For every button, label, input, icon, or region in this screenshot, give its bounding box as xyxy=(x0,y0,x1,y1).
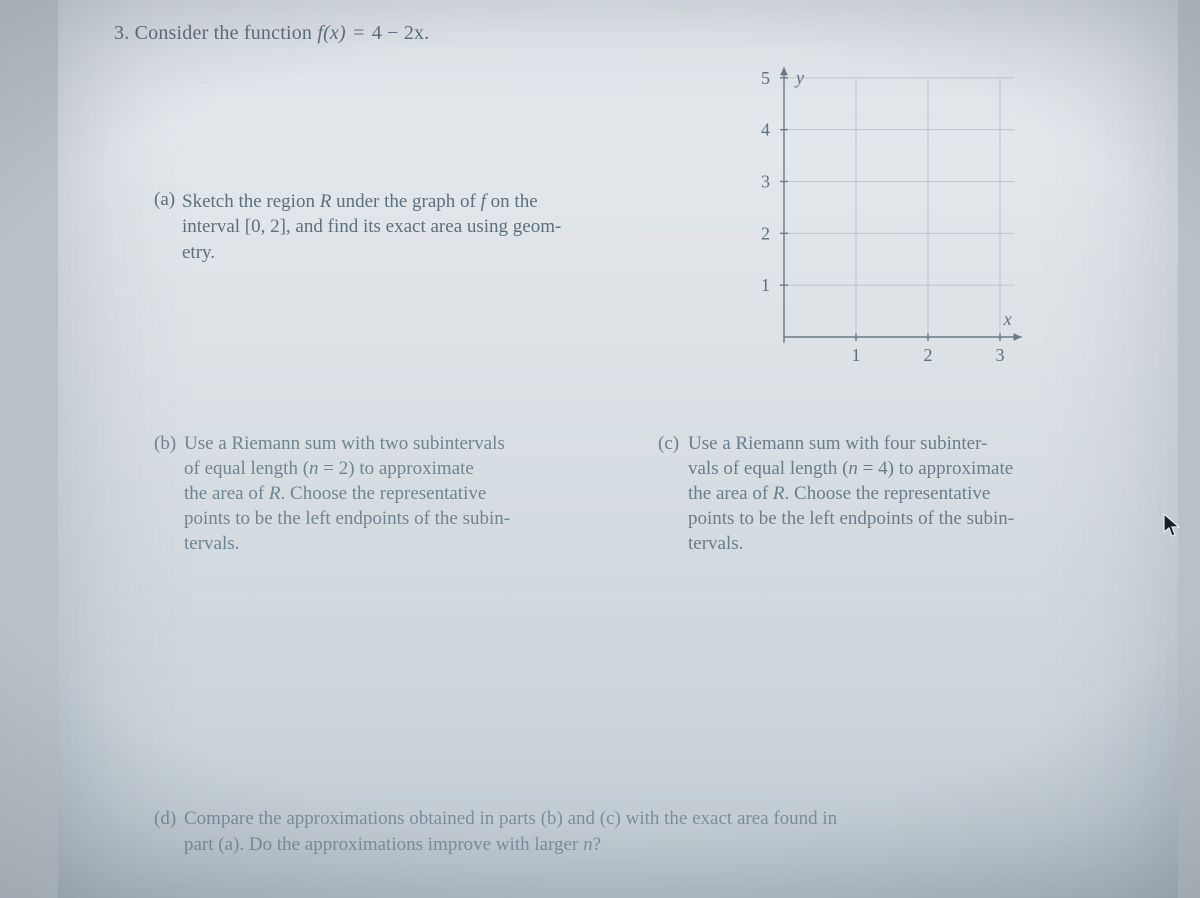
part-d: (d) Compare the approximations obtained … xyxy=(114,806,1054,857)
svg-text:y: y xyxy=(794,67,804,87)
part-c-body: Use a Riemann sum with four subinter- va… xyxy=(688,431,1116,556)
pc-l1: Use a Riemann sum with four subinter- xyxy=(688,433,987,454)
part-a-label: (a) xyxy=(154,187,182,213)
pd-l1: Compare the approximations obtained in p… xyxy=(184,808,837,829)
part-b-label: (b) xyxy=(154,431,184,456)
svg-text:1: 1 xyxy=(852,345,861,365)
pc-l2b: = 4) to approximate xyxy=(858,458,1013,479)
question-number: 3. xyxy=(114,22,129,44)
row-parts-b-c: (b) Use a Riemann sum with two subinterv… xyxy=(114,431,1138,556)
part-b-body: Use a Riemann sum with two subintervals … xyxy=(184,431,612,556)
pb-l5: tervals. xyxy=(184,533,239,554)
pc-R: R xyxy=(773,483,785,504)
part-a-body: Sketch the region R under the graph of f… xyxy=(154,189,684,266)
pb-n: n xyxy=(309,458,319,479)
pb-l3b: . Choose the representative xyxy=(281,483,487,504)
pd-l2a: part (a). Do the approximations improve … xyxy=(184,834,583,855)
question-prefix: Consider the function xyxy=(135,22,318,44)
svg-text:2: 2 xyxy=(924,345,933,365)
pc-n: n xyxy=(848,458,858,479)
fn-lhs: f(x) xyxy=(317,22,346,44)
pc-l3b: . Choose the representative xyxy=(785,483,991,504)
pb-l1: Use a Riemann sum with two subintervals xyxy=(184,433,505,454)
fn-eq: = xyxy=(348,22,370,44)
fn-rhs: 4 − 2x. xyxy=(372,22,430,44)
blank-graph: 1 2 3 1 2 3 4 5 x y xyxy=(724,59,1104,379)
svg-text:x: x xyxy=(1003,309,1012,329)
pa-R: R xyxy=(320,191,332,212)
pa-t1b: under the graph of xyxy=(331,191,480,212)
svg-text:3: 3 xyxy=(761,171,770,191)
pd-l2b: ? xyxy=(593,834,601,855)
question-stem: 3. Consider the function f(x) = 4 − 2x. xyxy=(114,22,1138,45)
svg-text:3: 3 xyxy=(996,345,1005,365)
part-d-label: (d) xyxy=(154,806,184,832)
svg-text:2: 2 xyxy=(761,223,770,243)
pc-l2a: vals of equal length ( xyxy=(688,458,848,479)
pc-l5: tervals. xyxy=(688,533,743,554)
pb-l2b: = 2) to approximate xyxy=(319,458,474,479)
pa-t1: Sketch the region xyxy=(182,191,320,212)
pc-l3a: the area of xyxy=(688,483,773,504)
part-c: (c) Use a Riemann sum with four subinter… xyxy=(658,431,1128,556)
svg-text:5: 5 xyxy=(761,68,770,88)
page-content: 3. Consider the function f(x) = 4 − 2x. … xyxy=(58,0,1178,878)
pd-n: n xyxy=(583,834,593,855)
textbook-page: 3. Consider the function f(x) = 4 − 2x. … xyxy=(58,0,1178,898)
pb-l4: points to be the left endpoints of the s… xyxy=(184,508,510,529)
svg-text:1: 1 xyxy=(761,275,770,295)
part-d-body: Compare the approximations obtained in p… xyxy=(184,806,1034,857)
graph-svg: 1 2 3 1 2 3 4 5 x y xyxy=(724,59,1104,379)
pb-l2a: of equal length ( xyxy=(184,458,309,479)
pa-t3: etry. xyxy=(182,242,215,263)
pc-l4: points to be the left endpoints of the s… xyxy=(688,508,1014,529)
svg-text:4: 4 xyxy=(761,120,770,140)
row-part-a-and-graph: (a) Sketch the region R under the graph … xyxy=(114,55,1138,379)
part-c-label: (c) xyxy=(658,431,688,456)
part-a: (a) Sketch the region R under the graph … xyxy=(114,55,684,266)
pb-l3a: the area of xyxy=(184,483,269,504)
pa-t2: interval [0, 2], and find its exact area… xyxy=(182,216,561,237)
part-b: (b) Use a Riemann sum with two subinterv… xyxy=(154,431,624,556)
pa-t1c: on the xyxy=(486,191,538,212)
pb-R: R xyxy=(269,483,281,504)
